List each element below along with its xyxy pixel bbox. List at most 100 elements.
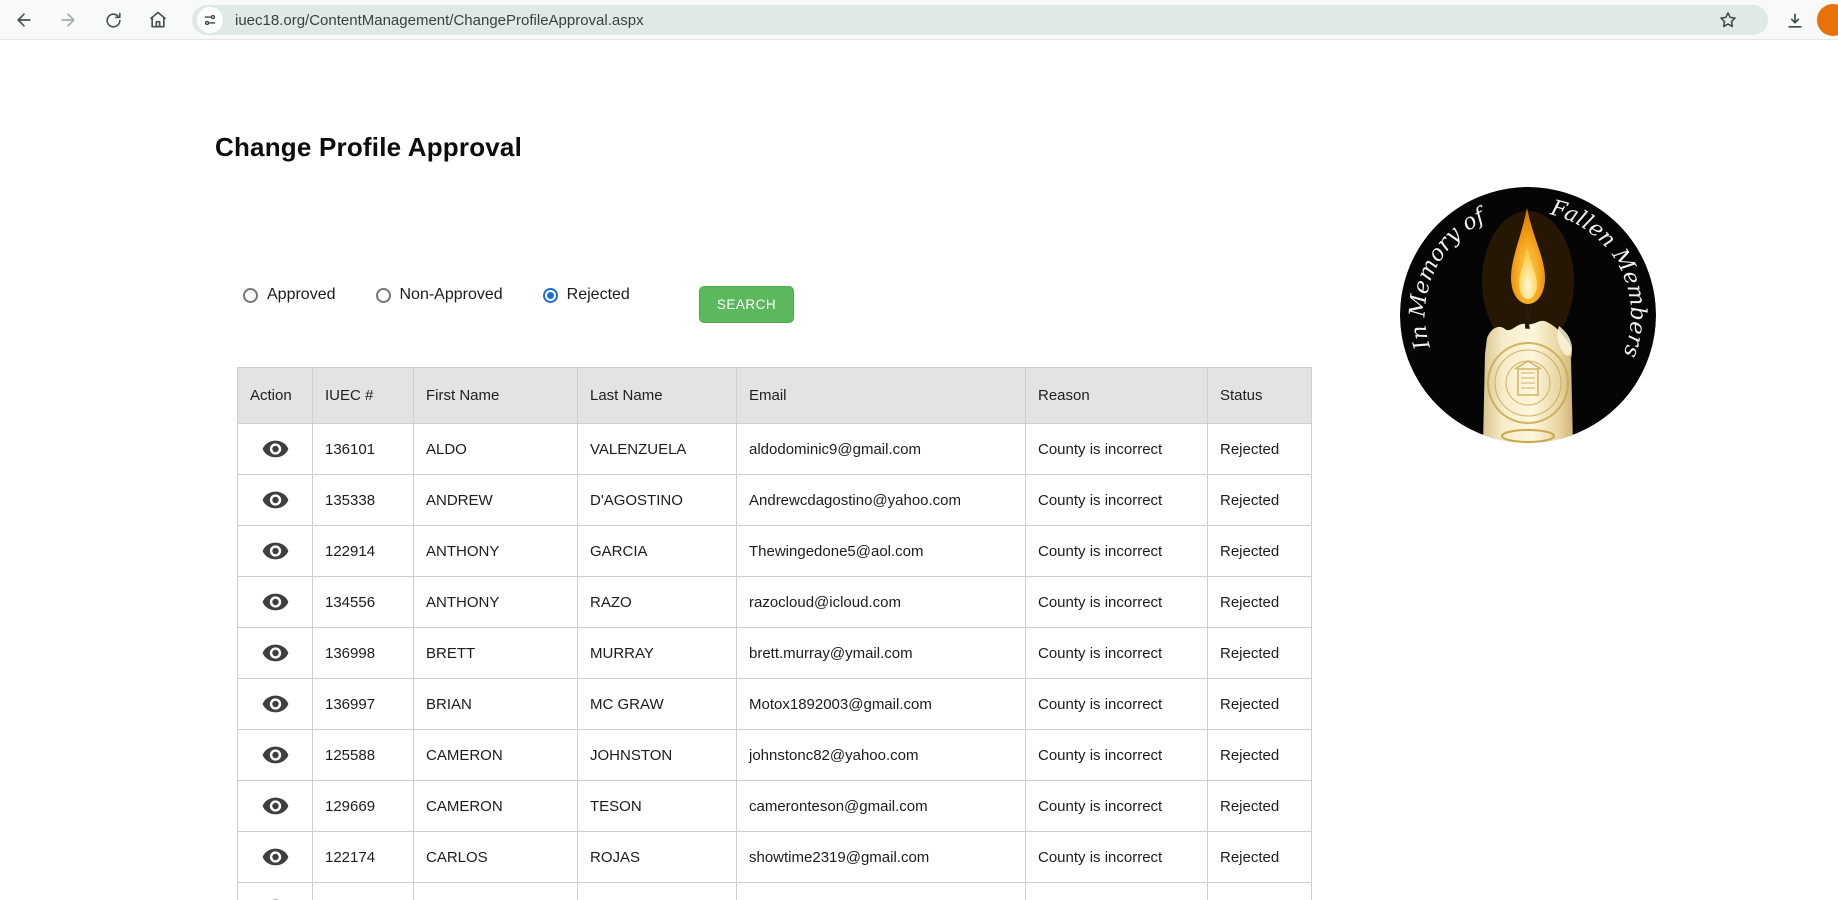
table-row: 134556 ANTHONY RAZO razocloud@icloud.com… <box>237 576 1312 628</box>
table-row: 122174 CARLOS ROJAS showtime2319@gmail.c… <box>237 831 1312 883</box>
eye-icon <box>262 644 288 662</box>
cell-reason: County is incorrect <box>1025 780 1208 832</box>
cell-email: cameronteson@gmail.com <box>736 780 1026 832</box>
cell-last: GARCIA <box>577 525 737 577</box>
cell-status: Rejected <box>1207 627 1312 679</box>
view-record-button[interactable] <box>262 745 289 765</box>
download-icon <box>1788 13 1802 28</box>
forward-button[interactable] <box>52 4 84 36</box>
cell-iuec: 122174 <box>312 831 414 883</box>
cell-iuec: 134556 <box>312 576 414 628</box>
view-record-button[interactable] <box>262 694 289 714</box>
cell-iuec: 135338 <box>312 474 414 526</box>
cell-first: CHRISTOPHER <box>413 882 578 900</box>
refresh-button[interactable] <box>97 4 129 36</box>
cell-first: ANDREW <box>413 474 578 526</box>
col-header-email: Email <box>736 367 1026 424</box>
home-button[interactable] <box>142 4 174 36</box>
cell-first: ALDO <box>413 423 578 475</box>
cell-status: Rejected <box>1207 678 1312 730</box>
url-text[interactable]: iuec18.org/ContentManagement/ChangeProfi… <box>235 11 644 29</box>
memorial-candle-logo: In Memory of Fallen Members <box>1400 187 1656 443</box>
view-record-button[interactable] <box>262 847 289 867</box>
view-record-button[interactable] <box>262 592 289 612</box>
cell-last: D'AGOSTINO <box>577 474 737 526</box>
back-arrow-icon <box>17 13 31 27</box>
table-row: 136101 ALDO VALENZUELA aldodominic9@gmai… <box>237 423 1312 475</box>
table-row: 125588 CAMERON JOHNSTON johnstonc82@yaho… <box>237 729 1312 781</box>
cell-email: razocloud@icloud.com <box>736 576 1026 628</box>
col-header-iuec: IUEC # <box>312 367 414 424</box>
cell-reason: County is incorrect <box>1025 678 1208 730</box>
table-body: 136101 ALDO VALENZUELA aldodominic9@gmai… <box>237 423 1312 900</box>
eye-icon <box>262 491 288 509</box>
table-row: 129669 CAMERON TESON cameronteson@gmail.… <box>237 780 1312 832</box>
home-icon <box>149 11 167 28</box>
view-record-button[interactable] <box>262 796 289 816</box>
cell-status: Rejected <box>1207 729 1312 781</box>
bookmark-button[interactable] <box>1716 8 1740 32</box>
cell-last: JOHNSTON <box>577 729 737 781</box>
radio-circle[interactable] <box>542 287 558 303</box>
cell-iuec: 122914 <box>312 525 414 577</box>
cell-status: Rejected <box>1207 525 1312 577</box>
eye-icon <box>262 440 288 458</box>
radio-option-approved[interactable]: Approved <box>243 286 336 304</box>
view-record-button[interactable] <box>262 643 289 663</box>
browser-toolbar: iuec18.org/ContentManagement/ChangeProfi… <box>0 0 1838 40</box>
view-record-button[interactable] <box>262 541 289 561</box>
eye-icon <box>262 542 288 560</box>
cell-reason: County is incorrect <box>1025 525 1208 577</box>
col-header-action: Action <box>237 367 313 424</box>
table-header-row: Action IUEC # First Name Last Name Email… <box>237 367 1312 424</box>
profile-avatar[interactable] <box>1817 4 1838 36</box>
cell-first: CAMERON <box>413 729 578 781</box>
downloads-button[interactable] <box>1782 8 1808 34</box>
cell-reason: County is incorrect <box>1025 627 1208 679</box>
view-record-button[interactable] <box>262 490 289 510</box>
cell-email: aldodominic9@gmail.com <box>736 423 1026 475</box>
eye-icon <box>262 746 288 764</box>
cell-email: johnstonc82@yahoo.com <box>736 729 1026 781</box>
col-header-first-name: First Name <box>413 367 578 424</box>
eye-icon <box>262 797 288 815</box>
cell-status: Rejected <box>1207 831 1312 883</box>
cell-status: Rejected <box>1207 423 1312 475</box>
status-filter-group: Approved Non-Approved Rejected <box>243 286 670 304</box>
cell-iuec: 129669 <box>312 780 414 832</box>
address-bar[interactable]: iuec18.org/ContentManagement/ChangeProfi… <box>192 5 1768 35</box>
col-header-last-name: Last Name <box>577 367 737 424</box>
forward-arrow-icon <box>61 13 75 27</box>
radio-label: Approved <box>267 286 336 303</box>
cell-last: MC GRAW <box>577 678 737 730</box>
cell-first: BRETT <box>413 627 578 679</box>
radio-circle[interactable] <box>375 287 391 303</box>
radio-label: Non-Approved <box>399 286 503 303</box>
view-record-button[interactable] <box>262 439 289 459</box>
cell-status: Rejected <box>1207 882 1312 900</box>
cell-last: VANDENBUSH <box>577 882 737 900</box>
site-settings-button[interactable] <box>197 7 223 33</box>
col-header-status: Status <box>1207 367 1312 424</box>
search-button[interactable]: SEARCH <box>699 286 794 323</box>
cell-email: Andrewcdagostino@yahoo.com <box>736 474 1026 526</box>
radio-option-non-approved[interactable]: Non-Approved <box>375 286 503 304</box>
cell-last: ROJAS <box>577 831 737 883</box>
cell-last: MURRAY <box>577 627 737 679</box>
table-row: 136998 BRETT MURRAY brett.murray@ymail.c… <box>237 627 1312 679</box>
table-row: 135338 ANDREW D'AGOSTINO Andrewcdagostin… <box>237 474 1312 526</box>
back-button[interactable] <box>8 4 40 36</box>
radio-option-rejected[interactable]: Rejected <box>542 286 630 304</box>
refresh-icon <box>105 12 121 28</box>
table-row: 136997 BRIAN MC GRAW Motox1892003@gmail.… <box>237 678 1312 730</box>
cell-status: Rejected <box>1207 474 1312 526</box>
table-row: 122914 ANTHONY GARCIA Thewingedone5@aol.… <box>237 525 1312 577</box>
approval-table: Action IUEC # First Name Last Name Email… <box>237 367 1312 900</box>
cell-first: ANTHONY <box>413 576 578 628</box>
cell-first: ANTHONY <box>413 525 578 577</box>
bookmark-star-icon <box>1720 12 1736 28</box>
cell-iuec: 136998 <box>312 627 414 679</box>
radio-circle[interactable] <box>243 287 258 303</box>
cell-last: RAZO <box>577 576 737 628</box>
cell-first: BRIAN <box>413 678 578 730</box>
